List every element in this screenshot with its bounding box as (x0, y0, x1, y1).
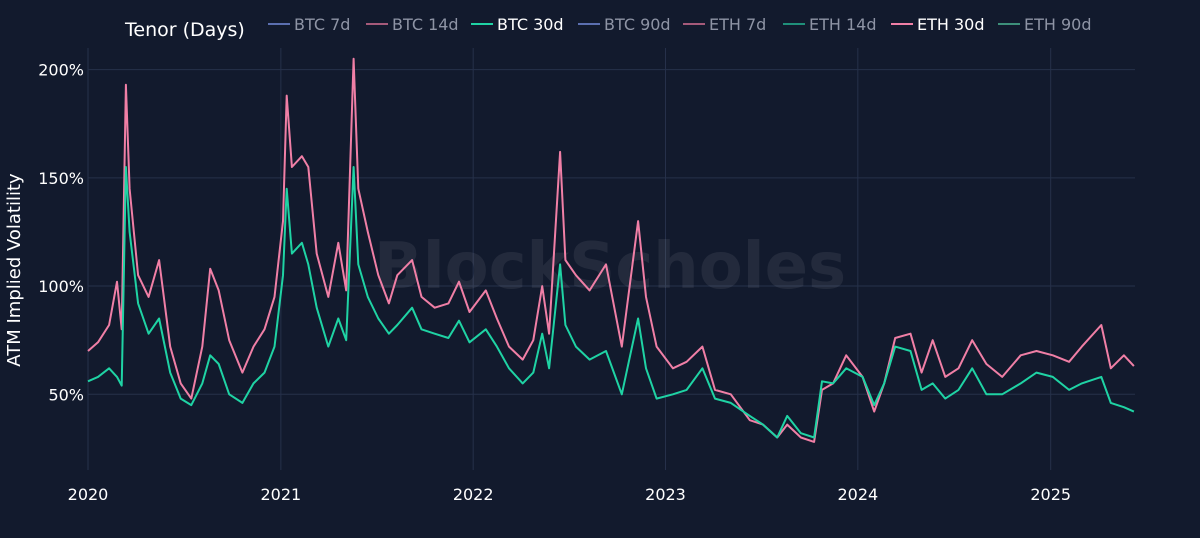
legend-item[interactable]: ETH 7d (683, 15, 766, 34)
x-tick-label: 2023 (645, 485, 686, 504)
legend-label: BTC 30d (497, 15, 564, 34)
y-tick-label: 50% (48, 385, 84, 404)
legend-item[interactable]: BTC 90d (578, 15, 671, 34)
watermark: BlockScholes (374, 230, 846, 304)
gridlines (87, 48, 1135, 470)
legend: Tenor (Days) BTC 7d BTC 14d BTC 30d BTC 90d… (124, 15, 1092, 41)
series-lines (87, 57, 1135, 443)
x-tick-labels: 2020 2021 2022 2023 2024 2025 (68, 485, 1071, 504)
legend-item[interactable]: BTC 30d (471, 15, 564, 34)
legend-item[interactable]: ETH 90d (998, 15, 1092, 34)
series-line-btc-30d (87, 166, 1135, 439)
x-tick-label: 2020 (68, 485, 109, 504)
legend-item[interactable]: ETH 14d (783, 15, 877, 34)
legend-label: BTC 7d (294, 15, 350, 34)
x-tick-label: 2025 (1030, 485, 1071, 504)
legend-item[interactable]: ETH 30d (891, 15, 985, 34)
y-tick-label: 200% (38, 61, 84, 80)
series-line-eth-30d (87, 57, 1135, 443)
legend-item[interactable]: BTC 14d (366, 15, 459, 34)
x-tick-label: 2024 (837, 485, 878, 504)
y-tick-label: 100% (38, 277, 84, 296)
y-tick-labels: 50% 100% 150% 200% (38, 61, 84, 405)
legend-label: ETH 90d (1024, 15, 1092, 34)
y-tick-label: 150% (38, 169, 84, 188)
legend-label: ETH 30d (917, 15, 985, 34)
y-axis-title: ATM Implied Volatility (4, 173, 25, 367)
legend-label: ETH 7d (709, 15, 766, 34)
legend-title: Tenor (Days) (124, 19, 245, 41)
legend-item[interactable]: BTC 7d (268, 15, 350, 34)
x-tick-label: 2021 (260, 485, 301, 504)
legend-label: ETH 14d (809, 15, 877, 34)
legend-label: BTC 14d (392, 15, 459, 34)
legend-label: BTC 90d (604, 15, 671, 34)
x-tick-label: 2022 (453, 485, 494, 504)
